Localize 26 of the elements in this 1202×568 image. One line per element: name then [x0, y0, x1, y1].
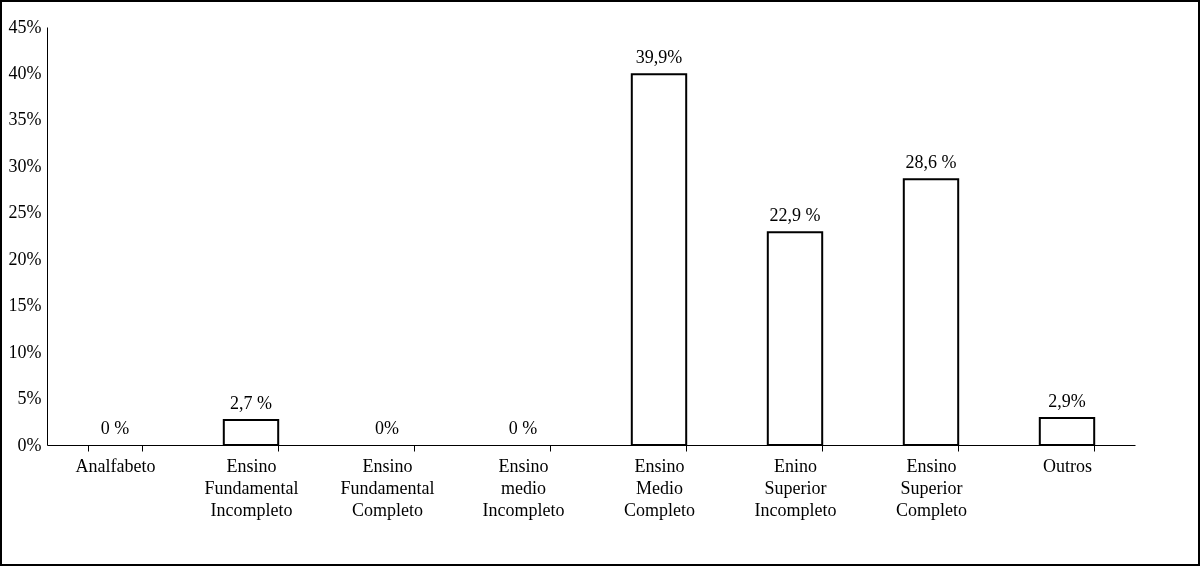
x-tick-label: Analfabeto [75, 455, 156, 476]
y-tick-label: 15% [8, 295, 42, 316]
data-label: 0 % [508, 418, 538, 438]
data-label: 28,6 % [905, 152, 957, 173]
y-tick-label: 10% [8, 341, 42, 362]
x-tick-label: Ensino Superior Completo [896, 455, 967, 520]
y-tick-label: 20% [8, 248, 42, 269]
data-label: 39,9% [635, 47, 683, 68]
y-tick-label: 5% [17, 388, 42, 409]
x-tick-label: Outros [1043, 455, 1092, 476]
x-tick-label: Ensino Medio Completo [624, 455, 695, 520]
y-tick-label: 0% [17, 434, 42, 455]
y-tick-label: 35% [8, 109, 42, 130]
x-tick-label: Ensino Fundamental Incompleto [204, 455, 299, 520]
data-label: 22,9 % [769, 205, 821, 226]
y-tick-label: 30% [8, 155, 42, 176]
x-tick-label: Ensino medio Incompleto [482, 455, 565, 520]
data-label: 2,7 % [230, 392, 272, 413]
y-tick-label: 25% [8, 202, 42, 223]
data-label: 2,9% [1048, 391, 1086, 412]
y-tick-label: 40% [8, 62, 42, 83]
data-label: 0% [375, 418, 399, 438]
x-tick-label: Enino Superior Incompleto [754, 455, 837, 520]
y-tick-label: 45% [8, 16, 42, 37]
x-tick-label: Ensino Fundamental Completo [340, 455, 435, 520]
data-label: 0 % [100, 418, 130, 438]
